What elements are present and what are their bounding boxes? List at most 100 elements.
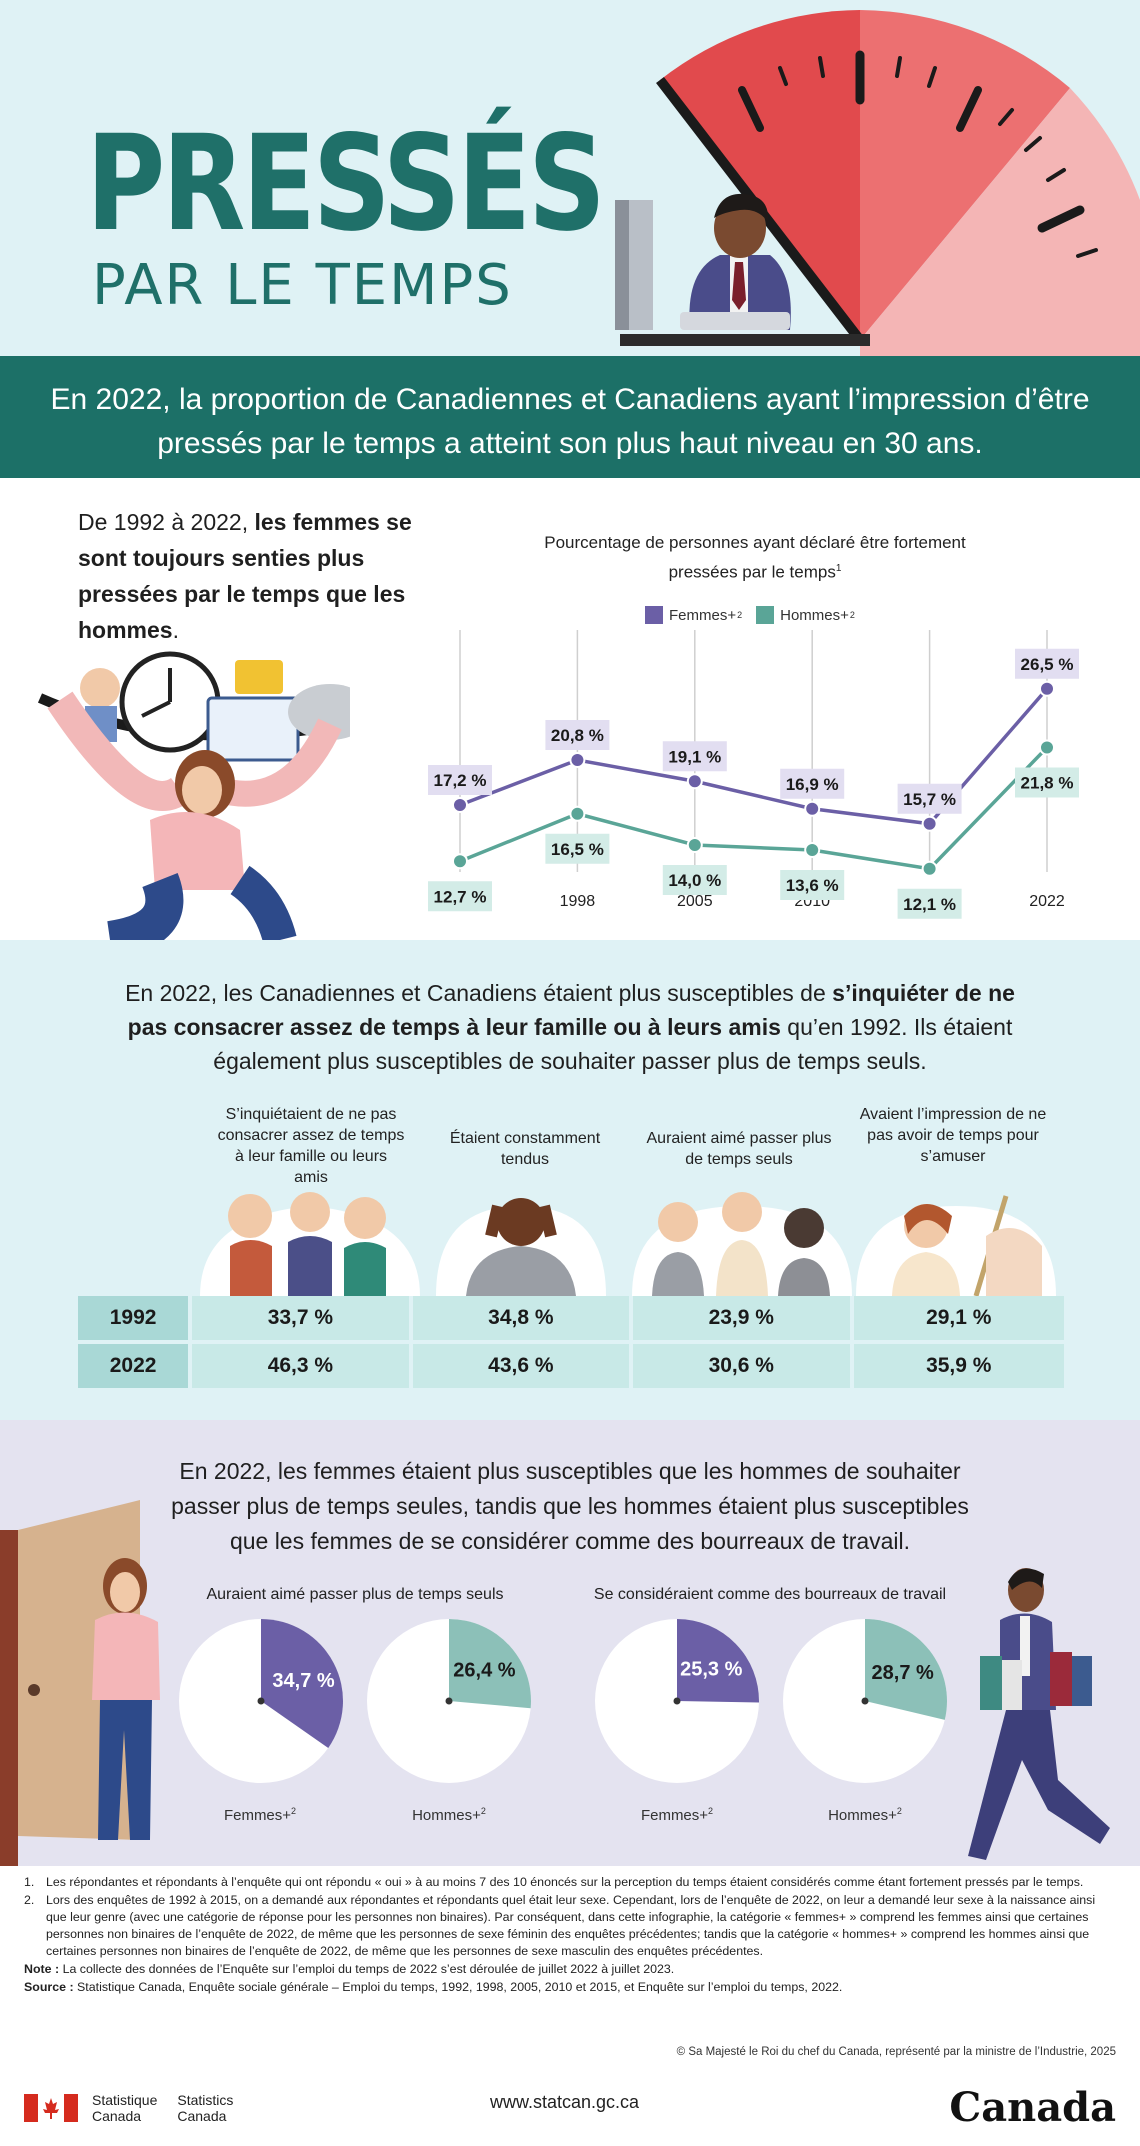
table-year: 1992 — [78, 1296, 189, 1340]
woman-at-door-illustration — [0, 1500, 160, 1866]
intro-plain: De 1992 à 2022, — [78, 509, 255, 535]
section3-background — [0, 1420, 1140, 1866]
pie-slice — [677, 1619, 759, 1703]
pie-chart: 28,7 % — [783, 1619, 947, 1783]
data-label: 16,5 % — [551, 840, 604, 859]
note-line: Note : La collecte des données de l’Enqu… — [24, 1962, 675, 1976]
table-row: 2022 46,3 % 43,6 % 30,6 % 35,9 % — [78, 1344, 1065, 1388]
source-line: Source : Statistique Canada, Enquête soc… — [24, 1980, 843, 1994]
table-cell: 43,6 % — [412, 1344, 630, 1388]
hero-title: PRESSÉS — [86, 107, 606, 261]
x-tick-label: 2005 — [677, 893, 713, 910]
statcan-signature: Statistique Canada Statistics Canada — [24, 2092, 233, 2124]
data-label: 14,0 % — [668, 871, 721, 890]
data-point — [804, 842, 821, 858]
legend-men: Hommes+ 2 — [756, 606, 855, 624]
banner-line-2: pressés par le temps a atteint son plus … — [157, 427, 983, 460]
footnotes: 1. Les répondantes et répondants à l’enqu… — [24, 1874, 1114, 1997]
data-label-box — [545, 833, 610, 864]
section2-text-bold: s’inquiéter de ne pas consacrer assez de… — [127, 980, 1015, 1040]
canada-wordmark: Canada — [949, 2084, 1116, 2131]
data-point — [686, 773, 703, 790]
column-label-alone: Auraient aimé passer plus de temps seuls — [646, 1130, 832, 1168]
pie-chart: 26,4 % — [367, 1619, 531, 1783]
section2-background — [0, 940, 1140, 1420]
banner-line-1: En 2022, la proportion de Canadiennes et… — [50, 383, 1090, 416]
data-label: 16,9 % — [786, 775, 839, 794]
chart-title-text: Pourcentage de personnes ayant déclaré ê… — [544, 533, 966, 582]
x-tick-label: 2022 — [1029, 893, 1065, 910]
pie-label-women-2: Femmes+2 — [640, 1806, 714, 1824]
column-label-fun: Avaient l’impression de ne pas avoir de … — [859, 1106, 1047, 1165]
data-label: 26,5 % — [1021, 655, 1074, 674]
data-label-box — [428, 765, 492, 795]
x-tick-label: 1998 — [560, 893, 596, 910]
pie-value-label: 25,3 % — [680, 1658, 742, 1680]
section3-text: En 2022, les femmes étaient plus suscept… — [171, 1458, 969, 1554]
table-cell: 29,1 % — [853, 1296, 1065, 1340]
section2-text-1: En 2022, les Canadiennes et Canadiens ét… — [125, 980, 833, 1006]
data-point — [686, 837, 703, 853]
data-label-box — [1015, 767, 1079, 798]
data-point — [1039, 680, 1055, 697]
section2-text: En 2022, les Canadiennes et Canadiens ét… — [120, 976, 1020, 1078]
table-cell: 30,6 % — [633, 1344, 850, 1388]
data-label-box — [897, 783, 962, 814]
tired-woman-illustration — [856, 1195, 1056, 1296]
hero-section: PRESSÉS PAR LE TEMPS — [0, 0, 1140, 356]
pie-value-label: 34,7 % — [272, 1670, 334, 1692]
data-label: 15,7 % — [903, 790, 956, 809]
website-link[interactable]: www.statcan.gc.ca — [490, 2092, 640, 2112]
section1-intro: De 1992 à 2022, les femmes se sont toujo… — [78, 504, 438, 648]
data-point — [569, 805, 586, 822]
stressed-man-illustration — [436, 1198, 606, 1296]
pie-value-label: 28,7 % — [872, 1662, 934, 1684]
data-label: 12,7 % — [434, 887, 487, 906]
pie-center-dot — [257, 1697, 265, 1705]
pie-label-men-1: Hommes+2 — [412, 1806, 486, 1824]
pie-center-dot — [445, 1697, 453, 1705]
data-point — [569, 752, 586, 768]
table-cell: 35,9 % — [853, 1344, 1065, 1388]
footnote-2: 2. Lors des enquêtes de 1992 à 2015, on a… — [24, 1893, 1096, 1958]
pie-slice — [865, 1619, 947, 1720]
table-year: 2022 — [78, 1344, 189, 1388]
table-cell: 33,7 % — [192, 1296, 409, 1340]
copyright: © Sa Majesté le Roi du chef du Canada, r… — [676, 2046, 1116, 2058]
data-label-box — [428, 881, 492, 912]
pie-group-title-workaholic: Se considéraient comme des bourreaux de … — [593, 1586, 947, 1603]
line-chart: 19921998200520102015202217,2 %20,8 %19,1… — [428, 630, 1079, 919]
legend-men-sup: 2 — [849, 610, 855, 620]
data-point — [921, 815, 938, 832]
pie-center-dot — [861, 1697, 869, 1705]
legend-women-label: Femmes+ — [669, 606, 737, 624]
calendar-icon — [206, 696, 300, 762]
column-label-family: S’inquiétaient de ne pas consacrer assez… — [217, 1106, 405, 1186]
statcan-en: Statistics Canada — [177, 2092, 234, 2124]
comparison-table: 1992 33,7 % 34,8 % 23,9 % 29,1 % 2022 46… — [78, 1296, 1065, 1392]
data-label: 20,8 % — [551, 726, 604, 745]
legend-men-label: Hommes+ — [780, 606, 849, 624]
legend-women: Femmes+ 2 — [645, 606, 742, 624]
column-label-tense: Étaient constamment tendus — [449, 1130, 601, 1168]
data-label-box — [662, 741, 727, 772]
legend-men-swatch — [756, 606, 775, 624]
family-illustration — [200, 1192, 420, 1296]
stopwatch-dial-icon — [615, 10, 1140, 356]
data-label-box — [780, 768, 845, 799]
pie-label-men-2: Hommes+2 — [828, 1806, 902, 1824]
legend-women-sup: 2 — [737, 610, 743, 620]
pie-slice — [261, 1619, 343, 1748]
data-label-box — [780, 870, 845, 900]
data-label-box — [897, 888, 962, 919]
chart-title: Pourcentage de personnes ayant déclaré ê… — [540, 530, 970, 586]
data-point — [921, 860, 938, 877]
child-icon — [80, 668, 120, 708]
woman-carrying-load-illustration — [37, 651, 350, 940]
series-line — [459, 746, 1049, 871]
pie-center-dot — [673, 1697, 681, 1705]
data-label: 17,2 % — [434, 771, 487, 790]
data-label-box — [545, 720, 610, 750]
pie-label-women-1: Femmes+2 — [223, 1806, 297, 1824]
hero-subtitle: PAR LE TEMPS — [92, 253, 513, 318]
